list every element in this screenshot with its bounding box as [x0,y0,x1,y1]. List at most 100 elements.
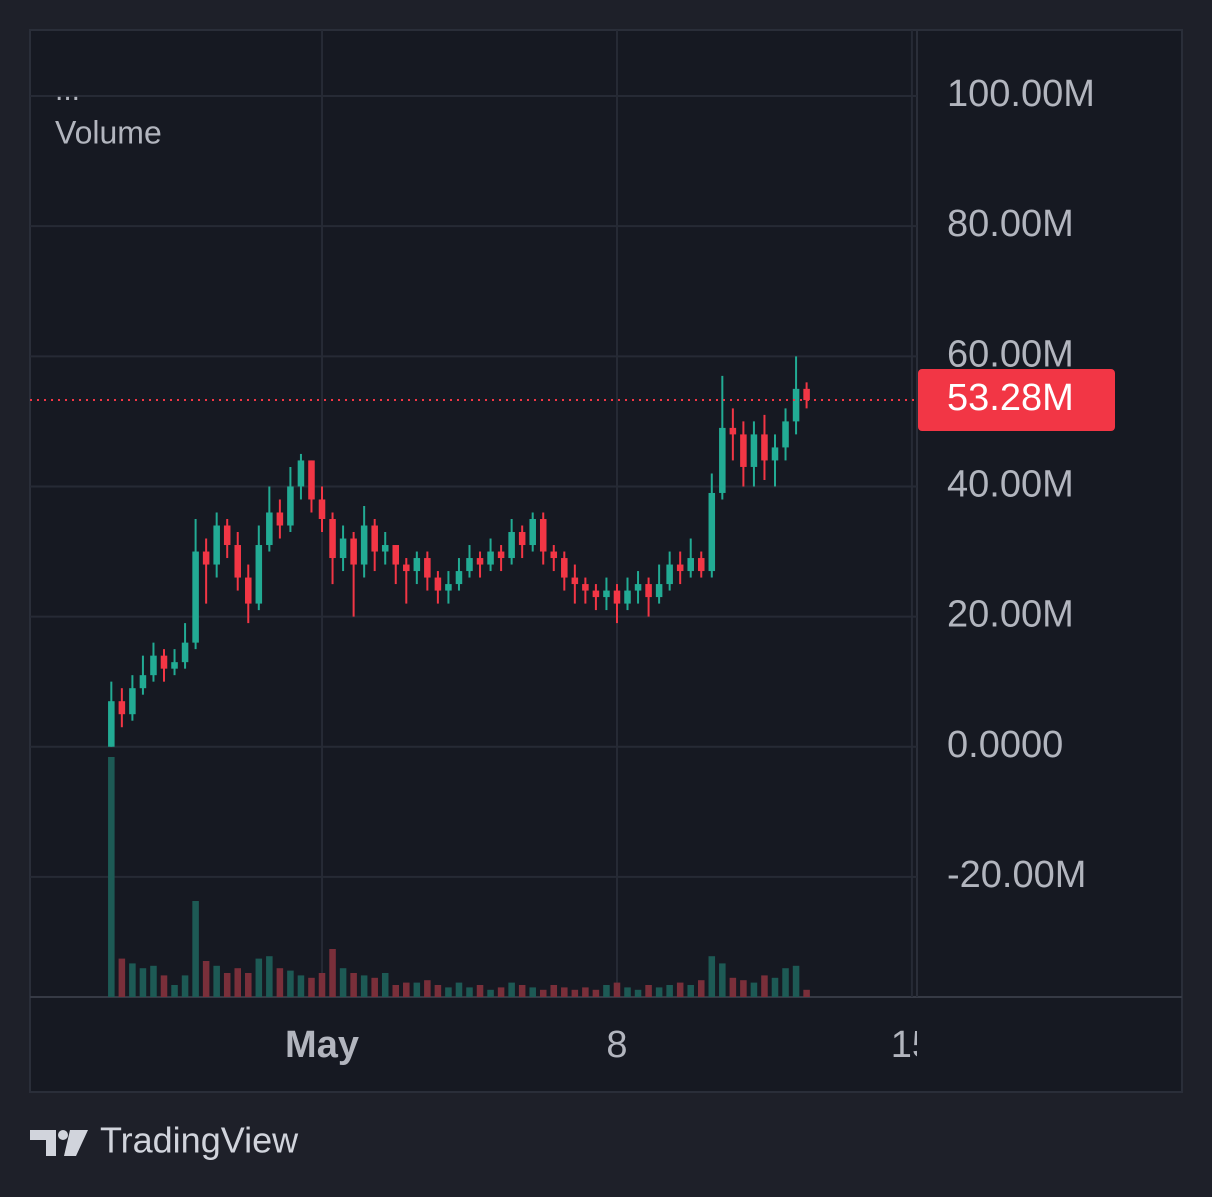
candle-body [381,545,389,552]
candle-body [550,551,558,559]
volume-bar [171,985,178,997]
candle-body [466,558,473,572]
volume-bar [803,989,810,997]
candle-body [539,518,547,552]
volume-bar [645,985,652,997]
volume-bar [561,987,568,997]
volume-bar [213,965,220,997]
volume-bar [708,956,716,997]
volume-bar [497,987,505,997]
x-tick-label: 8 [606,1024,627,1066]
volume-bar [413,982,421,997]
volume-bar [245,973,252,997]
candle-body [213,525,220,565]
y-tick-label: 100.00M [947,73,1095,115]
chart-frame [29,29,1183,1093]
candle-body [518,532,526,546]
volume-bar [445,987,452,997]
volume-bar [118,958,126,997]
candle-body [308,460,315,500]
volume-bar [719,963,726,997]
volume-bar [339,968,347,997]
volume-bar [181,975,189,997]
y-tick-label: -20.00M [947,854,1086,896]
candle-body [318,499,326,519]
volume-bar [160,975,168,997]
candle-body [697,558,705,572]
volume-bar [360,975,368,997]
volume-bar [150,965,157,997]
volume-bar [750,982,758,997]
volume-bar [782,968,789,997]
y-tick-label: 0.0000 [947,724,1063,766]
legend-dots[interactable]: ... [55,74,80,107]
candle-body [634,584,642,591]
volume-bar [424,980,431,997]
x-tick-labels: May 8 15 [285,1024,917,1066]
candle-body [676,564,684,572]
candle-body [108,701,115,747]
candle-body [139,675,147,689]
candle-body [729,427,737,435]
candle-body [392,545,400,565]
candle-body [245,577,252,604]
candle-body [150,655,157,676]
candle-body [645,584,652,598]
candle-body [413,558,421,572]
volume-bar [223,973,231,997]
candle-body [719,427,726,493]
candle-body [613,590,621,604]
candle-body [276,512,284,526]
candle-body [266,512,273,546]
candle-body [192,551,199,643]
candle-body [255,545,263,604]
candle-body [529,518,536,546]
candle-body [329,518,336,559]
volume-bar [403,982,410,997]
candle-body [687,558,694,572]
candle-body [761,434,768,461]
volume-bar [550,985,558,997]
volume-bar [729,977,737,997]
candle-body [655,584,663,598]
last-price-box [918,369,1115,432]
candle-body [666,564,673,585]
volume-bar [297,975,305,997]
candle-body [792,388,800,422]
volume-bar [266,956,273,997]
candle-body [350,538,357,565]
volume-bar [139,968,147,997]
volume-bar [455,982,463,997]
volume-bar [529,987,536,997]
candles [108,356,810,747]
volume-bar [487,989,494,997]
candle-body [287,486,294,526]
volume-bar [466,987,473,997]
x-tick-label: May [285,1024,359,1066]
candle-body [455,571,463,585]
candle-body [223,525,231,546]
y-tick-label: 40.00M [947,463,1074,505]
volume-bar [350,973,357,997]
volume-bar [771,977,779,997]
volume-bar [761,975,768,997]
candle-body [771,447,779,461]
candle-body [582,584,589,591]
volume-bar [603,985,610,997]
volume-bar [318,973,326,997]
volume-bar [276,968,284,997]
candle-body [708,492,716,572]
volume-bar [740,980,747,997]
candle-body [160,655,168,669]
candle-body [487,551,494,565]
candle-body [171,662,178,669]
axes: -20.00M 0.0000 20.00M 40.00M 60.00M 80.00M 100… [30,73,1115,1066]
grid [30,30,917,997]
candle-body [561,558,568,578]
volume-bars [108,757,810,997]
candle-body [371,525,378,552]
candle-body [571,577,579,585]
volume-bar [329,949,336,997]
volume-bar [687,985,694,997]
candle-body [803,388,810,401]
